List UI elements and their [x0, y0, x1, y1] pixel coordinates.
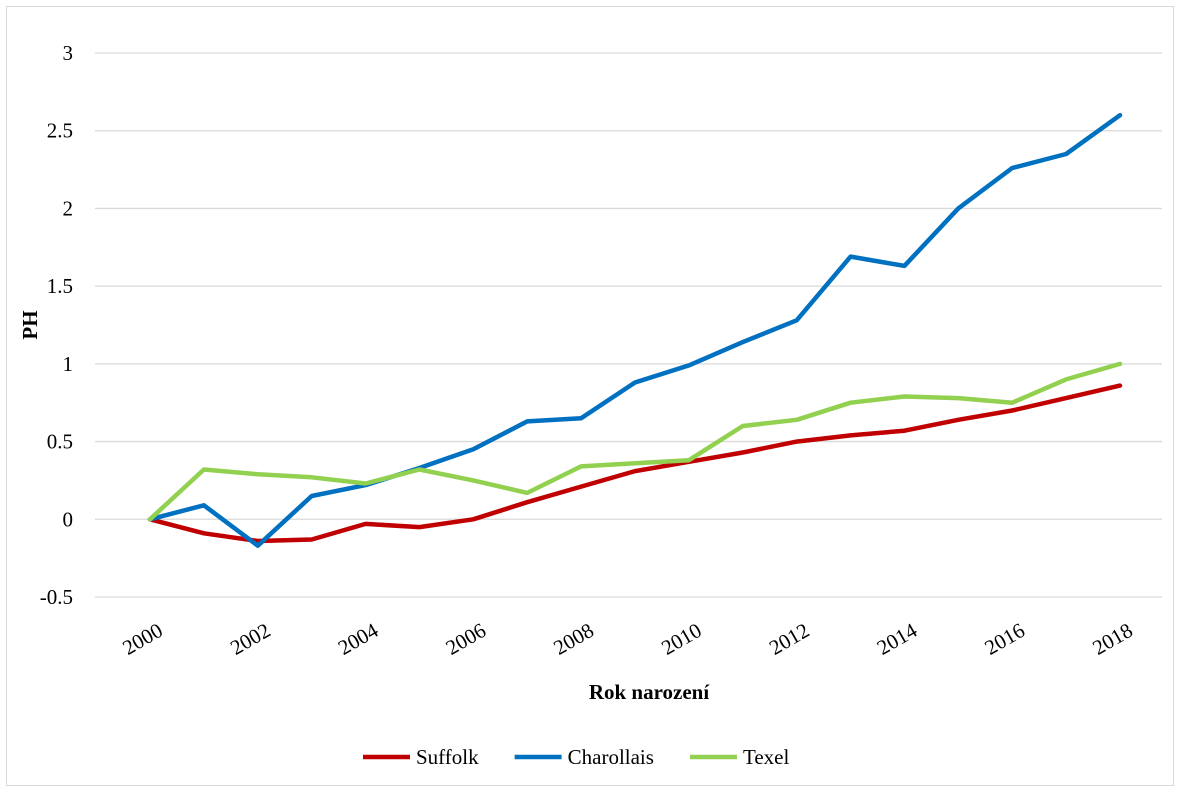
x-axis-ticks: 2000 2002 2004 2006 2008 2010 2012 2014 2016 2018 — [118, 618, 1136, 660]
y-tick-label: 0.5 — [47, 430, 73, 454]
series-line-texel — [147, 361, 1123, 522]
legend-label-texel: Texel — [743, 745, 790, 769]
x-tick-label: 2000 — [118, 618, 166, 660]
gridlines — [95, 52, 1162, 598]
y-axis-ticks: -0.5 0 0.5 1 1.5 2 2.5 3 — [40, 41, 73, 609]
y-tick-label: 2.5 — [47, 119, 73, 143]
x-tick-label: 2006 — [442, 618, 490, 660]
y-tick-label: 0 — [63, 507, 74, 531]
chart-frame: -0.5 0 0.5 1 1.5 2 2.5 3 2000 2002 2004 2006 2008 20… — [6, 6, 1174, 786]
series-line-charollais — [147, 112, 1123, 548]
y-tick-label: 1 — [63, 352, 74, 376]
series-lines — [147, 112, 1123, 548]
x-tick-label: 2008 — [549, 618, 597, 660]
x-tick-label: 2014 — [873, 618, 922, 660]
y-tick-label: 2 — [63, 196, 74, 220]
x-tick-label: 2002 — [226, 618, 274, 660]
y-tick-label: -0.5 — [40, 585, 73, 609]
line-chart: -0.500.511.522.53 2000 2002 2004 2006 2008 20… — [18, 41, 1162, 769]
series-line-suffolk — [147, 383, 1123, 544]
x-axis-label: Rok narození — [589, 680, 711, 704]
y-tick-label: 3 — [63, 41, 74, 65]
x-tick-label: 2016 — [981, 618, 1029, 660]
legend-label-charollais: Charollais — [568, 745, 654, 769]
legend-label-suffolk: Suffolk — [416, 745, 479, 769]
y-tick-label: 1.5 — [47, 274, 73, 298]
y-axis-label: PH — [18, 310, 42, 339]
x-tick-label: 2012 — [765, 618, 813, 660]
x-tick-label: 2018 — [1088, 618, 1136, 660]
legend: Suffolk Charollais Texel — [363, 745, 789, 769]
x-tick-label: 2010 — [657, 618, 705, 660]
x-tick-label: 2004 — [334, 618, 383, 660]
